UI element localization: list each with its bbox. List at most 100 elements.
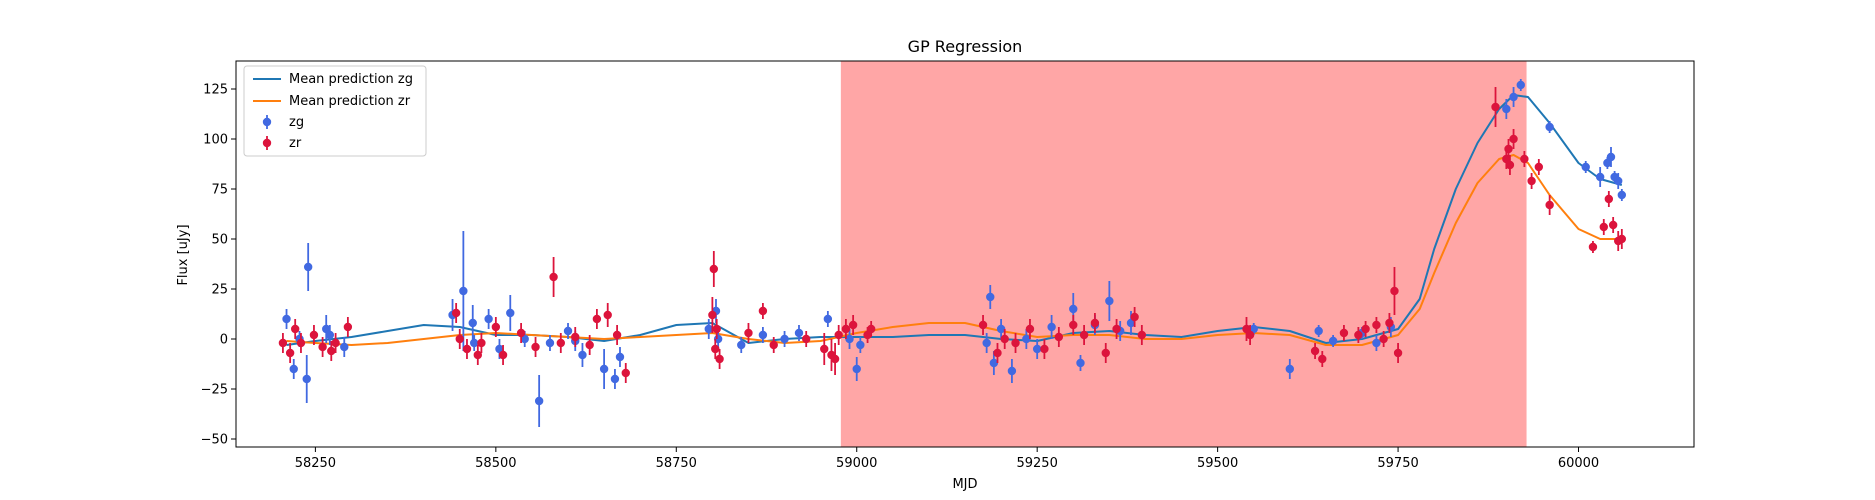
data-point-zr-47 (1025, 319, 1035, 339)
data-point-zg-44 (1076, 355, 1085, 371)
data-point-zg-17 (545, 335, 555, 351)
marker-zr-80 (1604, 194, 1614, 204)
x-tick-label-1: 58500 (475, 456, 516, 471)
data-point-zg-51 (1314, 325, 1323, 337)
data-point-zr-63 (1361, 321, 1370, 337)
data-point-zg-23 (615, 347, 625, 367)
marker-zr-4 (309, 330, 319, 340)
data-point-zr-16 (516, 323, 526, 343)
data-point-zr-32 (758, 303, 768, 319)
marker-zr-67 (1390, 286, 1399, 296)
data-point-zr-64 (1372, 317, 1381, 333)
marker-zg-1 (289, 364, 298, 374)
data-point-zg-57 (1509, 87, 1518, 107)
data-point-zr-67 (1390, 267, 1399, 315)
marker-zg-57 (1509, 92, 1518, 102)
data-point-zr-51 (1079, 325, 1089, 345)
data-point-zr-12 (473, 345, 482, 365)
marker-zr-8 (343, 322, 353, 332)
data-point-zg-39 (1007, 359, 1017, 383)
data-point-zg-50 (1285, 359, 1295, 379)
data-point-zr-26 (708, 297, 717, 333)
data-point-zg-28 (758, 327, 768, 343)
y-tick-label-5: 75 (211, 183, 228, 198)
marker-zr-50 (1069, 320, 1078, 330)
data-point-zr-81 (1608, 217, 1618, 233)
marker-zg-58 (1516, 80, 1525, 90)
x-tick-label-0: 58250 (295, 456, 336, 471)
legend-label-zg-points: zg (289, 115, 304, 130)
legend-swatch-zr-points (262, 136, 272, 150)
data-point-zr-78 (1588, 241, 1598, 253)
marker-zg-16 (534, 396, 544, 406)
marker-zg-20 (578, 350, 587, 360)
marker-zr-21 (585, 340, 594, 350)
marker-zg-33 (852, 364, 861, 374)
data-point-zr-72 (1505, 155, 1515, 175)
data-point-zr-79 (1599, 219, 1608, 235)
marker-zr-7 (331, 338, 340, 348)
marker-zg-27 (737, 340, 746, 350)
marker-zr-52 (1090, 318, 1100, 328)
data-point-zg-56 (1502, 99, 1511, 119)
data-point-zg-40 (1022, 329, 1031, 349)
marker-zg-6 (325, 330, 335, 340)
data-point-zr-59 (1310, 343, 1320, 359)
data-point-zr-29 (712, 319, 721, 339)
data-point-zr-4 (309, 325, 319, 345)
data-point-zr-56 (1137, 325, 1147, 345)
data-point-zg-9 (459, 231, 468, 351)
data-point-zg-4 (302, 355, 311, 403)
data-point-zg-65 (1614, 173, 1623, 189)
marker-zr-59 (1310, 346, 1320, 356)
marker-zr-76 (1534, 162, 1544, 172)
marker-zr-3 (296, 338, 306, 348)
data-point-zr-68 (1393, 343, 1403, 363)
marker-zg-39 (1007, 366, 1017, 376)
marker-zg-12 (484, 314, 493, 324)
data-point-zg-27 (737, 337, 746, 353)
data-point-zr-27 (709, 251, 719, 287)
marker-zr-61 (1339, 328, 1349, 338)
marker-zr-32 (758, 306, 768, 316)
data-point-zr-0 (278, 333, 288, 353)
marker-zr-44 (993, 348, 1002, 358)
y-tick-label-3: 25 (211, 283, 228, 298)
data-point-zg-14 (506, 295, 515, 331)
data-point-zr-52 (1090, 313, 1100, 333)
marker-zr-79 (1599, 222, 1608, 232)
data-point-zg-10 (468, 305, 477, 341)
data-point-zr-45 (1000, 329, 1009, 349)
marker-zr-2 (290, 324, 300, 334)
legend-box (243, 65, 427, 157)
data-point-zr-11 (462, 339, 472, 359)
marker-zg-50 (1285, 364, 1295, 374)
marker-zr-75 (1527, 176, 1536, 186)
data-point-zg-18 (563, 323, 573, 339)
marker-zr-58 (1245, 330, 1255, 340)
data-point-zr-60 (1318, 351, 1327, 367)
data-point-zr-25 (621, 363, 630, 383)
marker-zg-11 (469, 338, 479, 348)
data-point-zg-34 (856, 337, 865, 353)
data-point-zr-33 (769, 337, 778, 353)
data-point-zg-12 (484, 309, 493, 329)
data-point-zr-49 (1054, 327, 1064, 347)
marker-zr-37 (830, 354, 840, 364)
marker-zg-17 (545, 338, 555, 348)
marker-zr-34 (802, 334, 811, 344)
marker-zr-28 (711, 344, 720, 354)
data-point-zg-52 (1328, 335, 1338, 347)
marker-zr-53 (1101, 348, 1110, 358)
data-point-zg-63 (1606, 147, 1616, 167)
marker-zr-54 (1112, 324, 1121, 334)
data-point-zr-73 (1509, 129, 1518, 149)
marker-zr-68 (1393, 348, 1403, 358)
data-point-zg-31 (823, 311, 833, 327)
y-tick-label-1: −25 (201, 383, 228, 398)
marker-zr-16 (516, 328, 526, 338)
marker-zg-22 (610, 374, 620, 384)
marker-zg-18 (563, 326, 573, 336)
data-point-zg-38 (996, 319, 1006, 339)
marker-zr-81 (1608, 220, 1618, 230)
